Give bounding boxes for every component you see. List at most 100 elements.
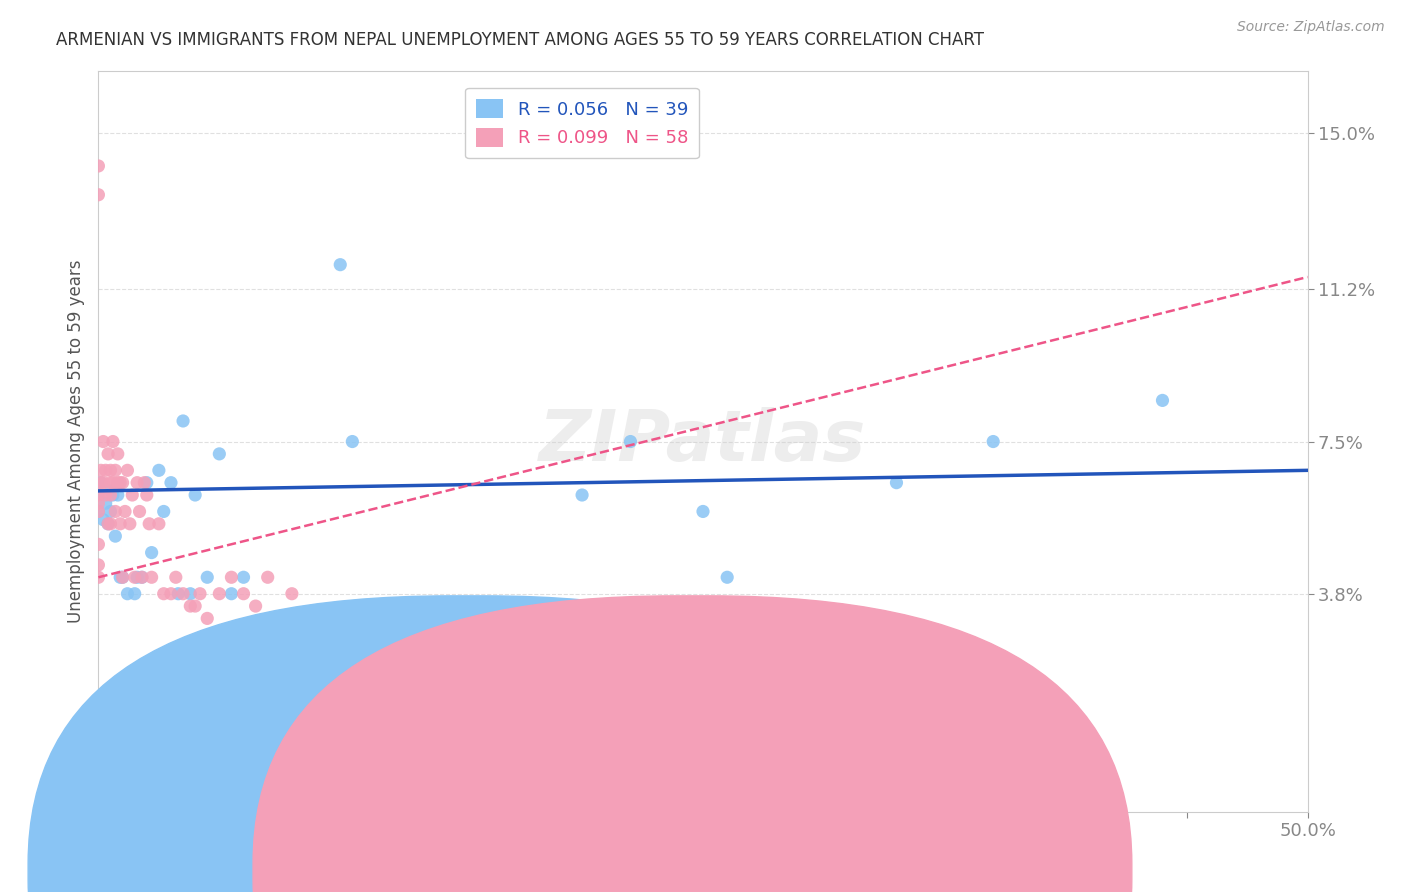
Point (90, 475, 112, 490)
Point (111, 475, 134, 490)
Point (232, 587, 254, 601)
Point (108, 475, 131, 490)
Point (232, 570, 254, 584)
Point (87, 488, 110, 502)
Point (281, 587, 304, 601)
Point (179, 599, 201, 613)
Point (101, 488, 124, 502)
Point (1152, 393, 1174, 408)
Point (124, 587, 146, 601)
Point (111, 570, 134, 584)
Point (124, 570, 146, 584)
Point (135, 488, 157, 502)
Point (101, 475, 124, 490)
Text: ZIPatlas: ZIPatlas (540, 407, 866, 476)
Point (107, 475, 129, 490)
Point (256, 570, 278, 584)
Point (94, 463, 117, 477)
Point (619, 434, 641, 449)
Y-axis label: Unemployment Among Ages 55 to 59 years: Unemployment Among Ages 55 to 59 years (66, 260, 84, 624)
Point (131, 570, 153, 584)
Point (114, 504, 136, 518)
Point (981, 434, 1004, 449)
Point (87, 488, 110, 502)
Point (108, 570, 131, 584)
Point (184, 599, 207, 613)
Point (87, 570, 110, 584)
Point (118, 516, 141, 531)
Point (100, 488, 122, 502)
Point (127, 475, 149, 490)
Point (221, 587, 243, 601)
Point (127, 570, 149, 584)
Point (692, 504, 714, 518)
Point (342, 434, 364, 449)
Point (245, 599, 267, 613)
Point (179, 587, 201, 601)
Point (117, 463, 139, 477)
Point (172, 414, 194, 428)
Point (135, 475, 157, 490)
Point (141, 570, 163, 584)
Point (128, 504, 150, 518)
Point (134, 475, 156, 490)
Point (165, 570, 187, 584)
Point (100, 504, 122, 518)
Point (100, 475, 122, 490)
Point (474, 640, 496, 655)
Point (101, 434, 124, 449)
Text: ARMENIAN VS IMMIGRANTS FROM NEPAL UNEMPLOYMENT AMONG AGES 55 TO 59 YEARS CORRELA: ARMENIAN VS IMMIGRANTS FROM NEPAL UNEMPL… (56, 31, 984, 49)
Point (184, 488, 207, 502)
Point (148, 463, 170, 477)
Point (121, 488, 143, 502)
Point (148, 516, 170, 531)
Point (97, 516, 120, 531)
Legend: R = 0.056   N = 39, R = 0.099   N = 58: R = 0.056 N = 39, R = 0.099 N = 58 (465, 87, 699, 158)
Point (87, 159, 110, 173)
Point (160, 475, 183, 490)
Point (97, 516, 120, 531)
Point (87, 496, 110, 510)
Point (104, 529, 127, 543)
Point (91, 513, 114, 527)
Text: Source: ZipAtlas.com: Source: ZipAtlas.com (1237, 20, 1385, 34)
Point (94, 496, 117, 510)
Point (152, 587, 174, 601)
Point (131, 570, 153, 584)
Point (97, 447, 120, 461)
Point (108, 516, 131, 531)
Text: Immigrants from Nepal: Immigrants from Nepal (720, 863, 912, 880)
Point (111, 570, 134, 584)
Text: Armenians: Armenians (495, 863, 583, 880)
Point (107, 488, 129, 502)
Point (152, 504, 174, 518)
Point (886, 475, 908, 490)
Point (167, 587, 190, 601)
Point (221, 570, 243, 584)
Point (104, 463, 127, 477)
Point (208, 587, 231, 601)
Point (188, 587, 211, 601)
Point (107, 447, 129, 461)
Point (172, 587, 194, 601)
Point (141, 546, 163, 560)
Point (716, 570, 738, 584)
Point (100, 483, 122, 498)
Point (87, 504, 110, 518)
Point (208, 447, 231, 461)
Point (87, 504, 110, 518)
Point (100, 516, 122, 531)
Point (100, 463, 122, 477)
Point (90, 475, 112, 490)
Point (138, 516, 160, 531)
Point (90, 463, 112, 477)
Point (160, 587, 183, 601)
Point (87, 537, 110, 551)
Point (117, 587, 139, 601)
Point (87, 187, 110, 202)
Point (195, 611, 218, 625)
Point (91, 434, 114, 449)
Point (87, 558, 110, 572)
Point (91, 475, 114, 490)
Point (329, 258, 352, 272)
